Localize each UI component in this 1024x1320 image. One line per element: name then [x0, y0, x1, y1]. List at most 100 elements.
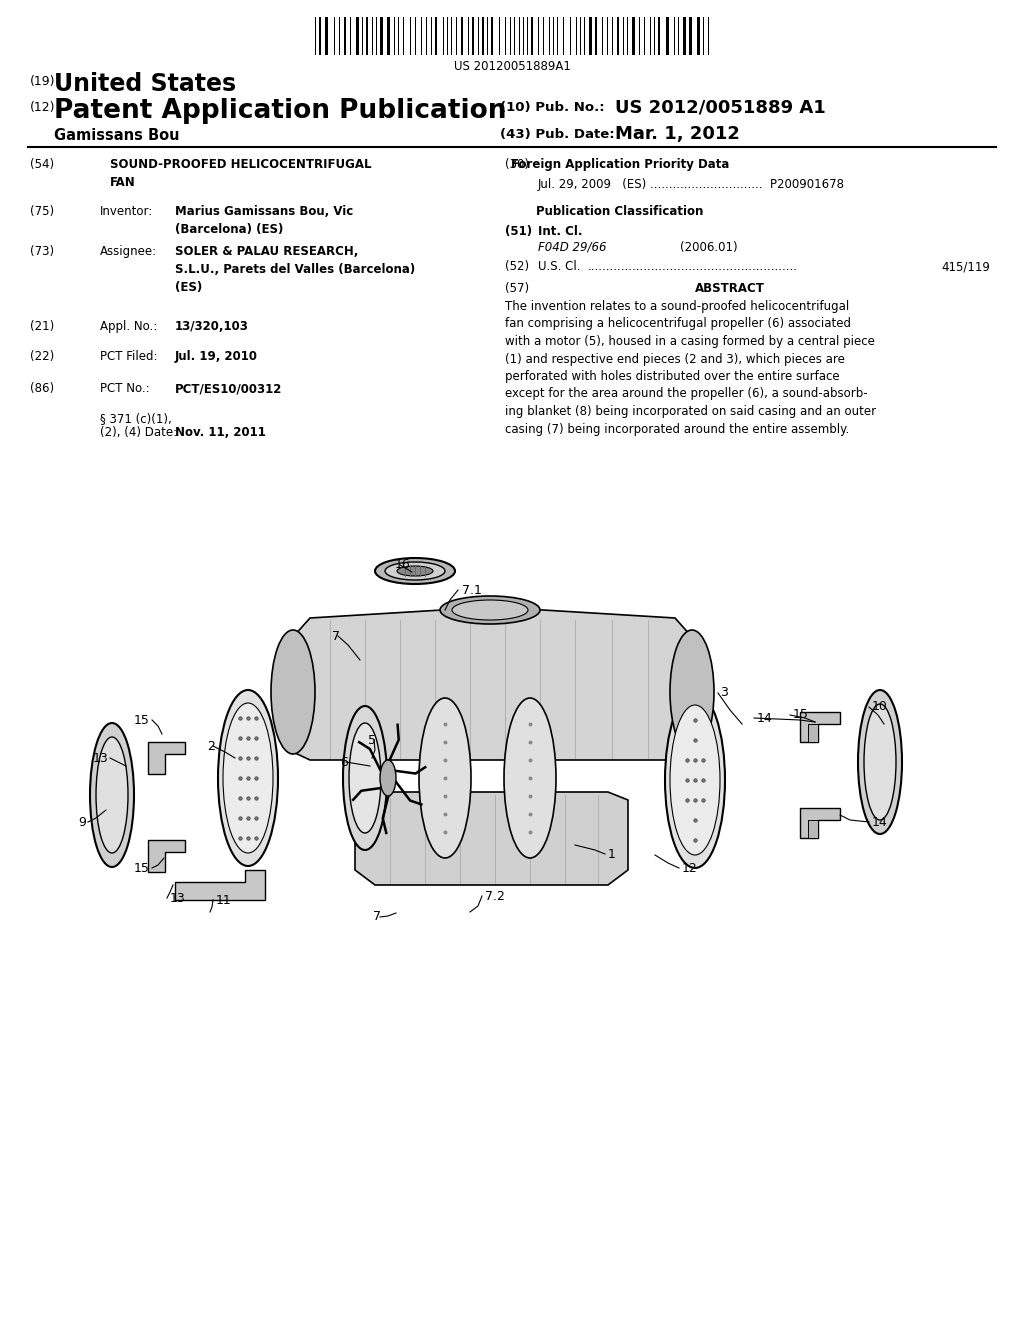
- Bar: [589, 17, 592, 55]
- Text: 415/119: 415/119: [941, 260, 990, 273]
- Text: 11: 11: [216, 894, 231, 907]
- Bar: [325, 17, 328, 55]
- Polygon shape: [148, 742, 185, 774]
- Text: Mar. 1, 2012: Mar. 1, 2012: [615, 125, 740, 143]
- Text: 13: 13: [92, 751, 108, 764]
- Ellipse shape: [385, 562, 445, 579]
- Text: 13: 13: [170, 891, 185, 904]
- Text: ABSTRACT: ABSTRACT: [695, 282, 765, 294]
- Text: ........................................................: ........................................…: [588, 260, 798, 273]
- Text: 7.2: 7.2: [485, 890, 505, 903]
- Text: SOUND-PROOFED HELICOCENTRIFUGAL
FAN: SOUND-PROOFED HELICOCENTRIFUGAL FAN: [110, 158, 372, 189]
- Polygon shape: [148, 840, 185, 873]
- Text: (12): (12): [30, 102, 55, 114]
- Text: Marius Gamissans Bou, Vic
(Barcelona) (ES): Marius Gamissans Bou, Vic (Barcelona) (E…: [175, 205, 353, 236]
- Text: 9: 9: [78, 816, 86, 829]
- Text: 6: 6: [340, 755, 348, 768]
- Text: Int. Cl.: Int. Cl.: [538, 224, 583, 238]
- Bar: [697, 17, 700, 55]
- Ellipse shape: [271, 630, 315, 754]
- Text: 13/320,103: 13/320,103: [175, 319, 249, 333]
- Bar: [472, 17, 474, 55]
- Text: (43) Pub. Date:: (43) Pub. Date:: [500, 128, 614, 141]
- Text: (51): (51): [505, 224, 532, 238]
- Ellipse shape: [670, 705, 720, 855]
- Text: 7: 7: [373, 911, 381, 924]
- Text: Appl. No.:: Appl. No.:: [100, 319, 158, 333]
- Bar: [366, 17, 368, 55]
- Ellipse shape: [397, 566, 433, 576]
- Ellipse shape: [380, 760, 396, 796]
- Text: Publication Classification: Publication Classification: [537, 205, 703, 218]
- Text: 16: 16: [395, 558, 411, 572]
- Bar: [344, 17, 346, 55]
- Text: 15: 15: [793, 709, 809, 722]
- Text: Patent Application Publication: Patent Application Publication: [54, 98, 507, 124]
- Text: (21): (21): [30, 319, 54, 333]
- Text: (2006.01): (2006.01): [680, 242, 737, 253]
- Text: US 20120051889A1: US 20120051889A1: [454, 59, 570, 73]
- Text: (86): (86): [30, 381, 54, 395]
- Text: (2), (4) Date:: (2), (4) Date:: [100, 426, 177, 440]
- Bar: [808, 820, 818, 838]
- Ellipse shape: [504, 698, 556, 858]
- Text: F04D 29/66: F04D 29/66: [538, 242, 606, 253]
- Bar: [461, 17, 463, 55]
- Ellipse shape: [96, 737, 128, 853]
- Bar: [380, 17, 383, 55]
- Text: PCT/ES10/00312: PCT/ES10/00312: [175, 381, 283, 395]
- Text: 7.1: 7.1: [462, 583, 482, 597]
- Text: Assignee:: Assignee:: [100, 246, 157, 257]
- Ellipse shape: [858, 690, 902, 834]
- Text: Foreign Application Priority Data: Foreign Application Priority Data: [511, 158, 729, 172]
- Bar: [482, 17, 484, 55]
- Text: § 371 (c)(1),: § 371 (c)(1),: [100, 412, 172, 425]
- Text: US 2012/0051889 A1: US 2012/0051889 A1: [615, 98, 825, 116]
- Bar: [595, 17, 597, 55]
- Text: 5: 5: [368, 734, 376, 747]
- Text: 2: 2: [207, 739, 215, 752]
- Bar: [808, 723, 818, 742]
- Text: 10: 10: [872, 701, 888, 714]
- Polygon shape: [175, 870, 265, 900]
- Text: 7: 7: [332, 630, 340, 643]
- Ellipse shape: [343, 706, 387, 850]
- Ellipse shape: [670, 630, 714, 754]
- Bar: [632, 17, 635, 55]
- Bar: [435, 17, 437, 55]
- Bar: [666, 17, 669, 55]
- Text: U.S. Cl.: U.S. Cl.: [538, 260, 581, 273]
- Text: Inventor:: Inventor:: [100, 205, 154, 218]
- Bar: [387, 17, 390, 55]
- Text: 14: 14: [757, 711, 773, 725]
- Text: PCT No.:: PCT No.:: [100, 381, 150, 395]
- Text: (22): (22): [30, 350, 54, 363]
- Bar: [683, 17, 686, 55]
- Text: 1: 1: [608, 847, 615, 861]
- Text: 15: 15: [134, 862, 150, 874]
- Text: 15: 15: [134, 714, 150, 726]
- Ellipse shape: [665, 692, 725, 869]
- Bar: [356, 17, 359, 55]
- Ellipse shape: [223, 704, 273, 853]
- Bar: [689, 17, 692, 55]
- Polygon shape: [293, 609, 692, 760]
- Text: Jul. 19, 2010: Jul. 19, 2010: [175, 350, 258, 363]
- Ellipse shape: [440, 597, 540, 624]
- Text: Gamissans Bou: Gamissans Bou: [54, 128, 179, 143]
- Bar: [617, 17, 618, 55]
- Text: Jul. 29, 2009   (ES) ..............................  P200901678: Jul. 29, 2009 (ES) .....................…: [538, 178, 845, 191]
- Text: 3: 3: [720, 686, 728, 700]
- Bar: [490, 17, 493, 55]
- Ellipse shape: [864, 704, 896, 820]
- Text: (54): (54): [30, 158, 54, 172]
- Ellipse shape: [419, 698, 471, 858]
- Ellipse shape: [218, 690, 278, 866]
- Text: 12: 12: [682, 862, 697, 874]
- Text: (73): (73): [30, 246, 54, 257]
- Ellipse shape: [452, 601, 528, 620]
- Text: (52): (52): [505, 260, 529, 273]
- Polygon shape: [355, 792, 628, 884]
- Bar: [319, 17, 321, 55]
- Ellipse shape: [349, 723, 381, 833]
